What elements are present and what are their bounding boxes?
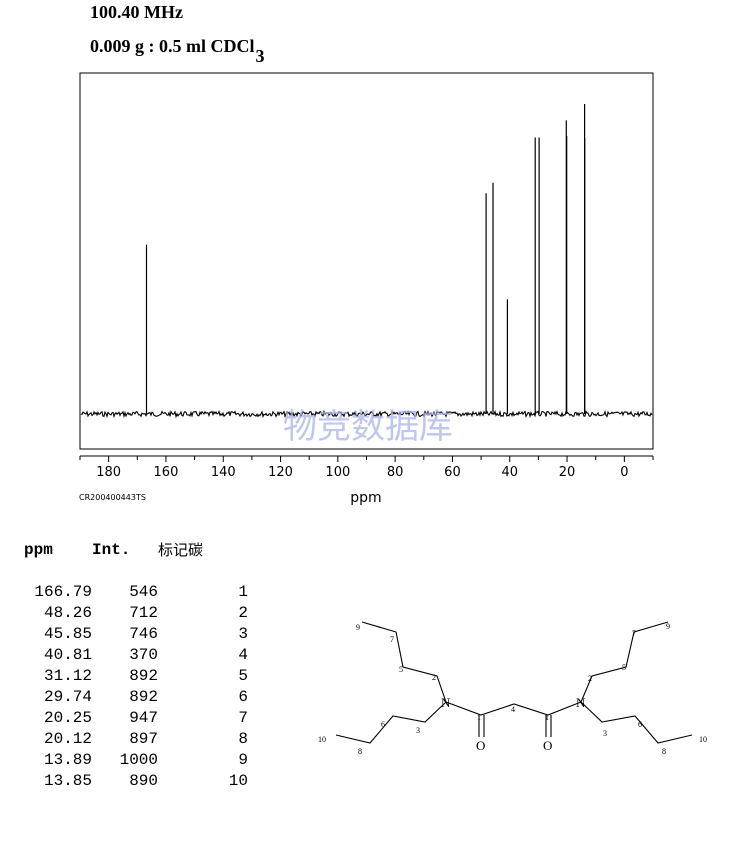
intensity-cell: 897 xyxy=(129,730,158,748)
header-carbon-label: 标记碳 xyxy=(158,541,204,559)
ppm-cell: 45.85 xyxy=(43,625,92,643)
x-tick-label: 100 xyxy=(325,465,350,480)
locant-label: 3 xyxy=(416,726,420,735)
table-row: 29.74 892 6 xyxy=(24,687,248,708)
peak-table: ppm Int. 标记碳 166.79 546 1 48.26 712 2 45.85 746… xyxy=(24,540,248,792)
x-axis-label: ppm xyxy=(350,490,381,506)
atom-n-right: N xyxy=(576,695,586,710)
locant-label: 7 xyxy=(632,629,636,638)
locant-label: 3 xyxy=(603,729,607,738)
ppm-cell: 20.25 xyxy=(43,709,92,727)
x-tick-label: 120 xyxy=(268,465,293,480)
table-row: 13.89 1000 9 xyxy=(24,750,248,771)
structure-locants: 9 7 5 2 1 4 1 2 5 7 9 10 8 6 3 3 6 8 10 xyxy=(318,622,707,756)
intensity-cell: 370 xyxy=(129,646,158,664)
locant-label: 5 xyxy=(622,663,626,672)
locant-label: 1 xyxy=(477,713,481,722)
atom-o-left: O xyxy=(476,738,485,753)
solvent-label: 0.009 g : 0.5 ml CDCl3 xyxy=(90,36,265,67)
structure-bonds xyxy=(335,621,693,744)
intensity-cell: 746 xyxy=(129,625,158,643)
table-header-row: ppm Int. 标记碳 xyxy=(24,540,248,561)
table-row: 48.26 712 2 xyxy=(24,603,248,624)
header-ppm: ppm xyxy=(24,541,53,559)
peak-table-body: 166.79 546 1 48.26 712 2 45.85 746 3 40.81 370 4 31.… xyxy=(24,561,248,792)
table-row: 45.85 746 3 xyxy=(24,624,248,645)
x-tick-label: 60 xyxy=(444,465,461,480)
nmr-spectrum-chart: 物竞数据库 180 160 140 120 100 80 60 40 20 0 CR2004004… xyxy=(79,72,654,506)
atom-o-right: O xyxy=(543,738,552,753)
table-row: 20.25 947 7 xyxy=(24,708,248,729)
ppm-cell: 13.85 xyxy=(43,772,92,790)
atom-n-left: N xyxy=(441,695,451,710)
locant-label: 7 xyxy=(390,635,394,644)
intensity-cell: 712 xyxy=(129,604,158,622)
intensity-cell: 546 xyxy=(129,583,158,601)
intensity-cell: 890 xyxy=(129,772,158,790)
carbon-label-cell: 10 xyxy=(228,772,248,790)
x-tick-label: 80 xyxy=(387,465,404,480)
carbon-label-cell: 1 xyxy=(238,583,248,601)
carbon-label-cell: 2 xyxy=(238,604,248,622)
carbon-label-cell: 8 xyxy=(238,730,248,748)
locant-label: 4 xyxy=(511,705,515,714)
intensity-cell: 1000 xyxy=(119,751,158,769)
carbon-label-cell: 9 xyxy=(238,751,248,769)
table-row: 40.81 370 4 xyxy=(24,645,248,666)
table-row: 166.79 546 1 xyxy=(24,582,248,603)
carbon-label-cell: 5 xyxy=(238,667,248,685)
intensity-cell: 947 xyxy=(129,709,158,727)
watermark-text: 物竞数据库 xyxy=(283,407,453,447)
x-tick-label: 160 xyxy=(154,465,179,480)
x-tick-label: 20 xyxy=(559,465,576,480)
intensity-cell: 892 xyxy=(129,688,158,706)
ppm-cell: 40.81 xyxy=(43,646,92,664)
table-row: 13.85 890 10 xyxy=(24,771,248,792)
x-tick-label: 180 xyxy=(96,465,121,480)
locant-label: 10 xyxy=(318,735,326,744)
locant-label: 2 xyxy=(432,673,436,682)
locant-label: 9 xyxy=(356,623,360,632)
locant-label: 8 xyxy=(358,747,362,756)
locant-label: 6 xyxy=(381,720,385,729)
header-intensity: Int. xyxy=(92,541,131,559)
locant-label: 2 xyxy=(588,674,592,683)
locant-label: 9 xyxy=(666,622,670,631)
solvent-subscript: 3 xyxy=(255,46,265,66)
peaks-group xyxy=(145,104,586,414)
ppm-cell: 20.12 xyxy=(43,730,92,748)
locant-label: 1 xyxy=(545,713,549,722)
carbon-label-cell: 4 xyxy=(238,646,248,664)
baseline-noise xyxy=(80,409,653,419)
table-row: 31.12 892 5 xyxy=(24,666,248,687)
plot-frame xyxy=(79,72,654,450)
frequency-label: 100.40 MHz xyxy=(90,2,183,22)
x-tick-label: 40 xyxy=(501,465,518,480)
ppm-cell: 31.12 xyxy=(43,667,92,685)
locant-label: 10 xyxy=(699,735,707,744)
structure-atoms: N N O O xyxy=(441,695,586,753)
spectrum-id-label: CR200400443TS xyxy=(79,493,146,502)
carbon-label-cell: 6 xyxy=(238,688,248,706)
ppm-cell: 48.26 xyxy=(43,604,92,622)
table-row: 20.12 897 8 xyxy=(24,729,248,750)
intensity-cell: 892 xyxy=(129,667,158,685)
x-tick-label: 140 xyxy=(211,465,236,480)
ppm-cell: 166.79 xyxy=(34,583,92,601)
carbon-label-cell: 7 xyxy=(238,709,248,727)
x-axis-ticks: 180 160 140 120 100 80 60 40 20 0 xyxy=(79,456,654,480)
locant-label: 5 xyxy=(399,665,403,674)
baseline-noise-path xyxy=(80,409,653,419)
solvent-text: 0.009 g : 0.5 ml CDCl xyxy=(90,36,255,56)
carbon-label-cell: 3 xyxy=(238,625,248,643)
locant-label: 6 xyxy=(638,720,642,729)
x-tick-label: 0 xyxy=(620,465,628,480)
ppm-cell: 13.89 xyxy=(43,751,92,769)
locant-label: 8 xyxy=(662,747,666,756)
ppm-cell: 29.74 xyxy=(43,688,92,706)
